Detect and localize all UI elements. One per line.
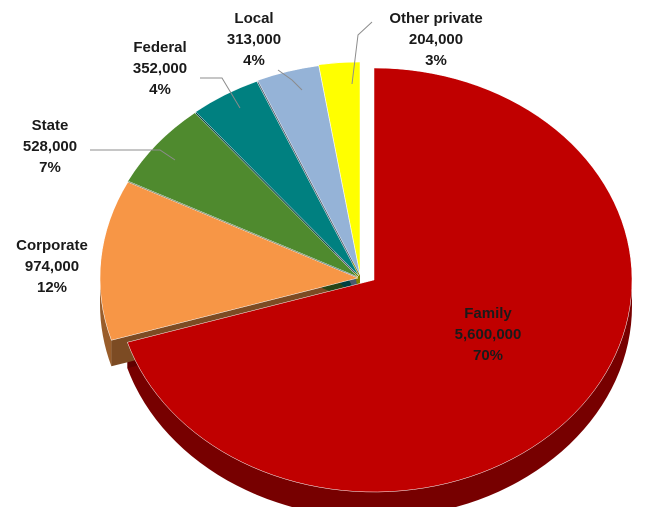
pie-slice-other-private: [318, 61, 361, 275]
pie-slice-family: [127, 67, 633, 493]
data-label-family-name: Family: [464, 305, 512, 322]
data-label-family-value: 5,600,000: [455, 326, 522, 343]
data-label-state: State 528,000 7%: [23, 117, 77, 176]
leader-lines: [90, 21, 373, 161]
data-label-state-value: 528,000: [23, 138, 77, 155]
pie-slice-federal: [195, 81, 360, 277]
pie-slice-state: [127, 112, 359, 278]
data-label-local-value: 313,000: [227, 31, 281, 48]
data-label-corporate-name: Corporate: [16, 237, 88, 254]
data-label-family: Family 5,600,000 70%: [455, 305, 522, 364]
data-label-state-percent: 7%: [39, 159, 61, 176]
data-label-family-percent: 70%: [473, 347, 503, 364]
data-label-federal-value: 352,000: [133, 60, 187, 77]
pie-slice-side-corporate: [100, 278, 112, 367]
data-label-other-private: Other private 204,000 3%: [389, 10, 482, 69]
data-label-other-private-value: 204,000: [409, 31, 463, 48]
data-label-local-name: Local: [234, 10, 273, 27]
data-label-other-private-name: Other private: [389, 10, 482, 27]
data-label-federal-name: Federal: [133, 39, 186, 56]
data-label-other-private-percent: 3%: [425, 52, 447, 69]
data-label-corporate-value: 974,000: [25, 258, 79, 275]
data-label-local: Local 313,000 4%: [227, 10, 281, 69]
leader-line-local: [277, 69, 303, 91]
pie-slice-corporate: [99, 181, 359, 341]
data-label-local-percent: 4%: [243, 52, 265, 69]
leader-line-federal: [200, 77, 241, 109]
data-label-corporate-percent: 12%: [37, 279, 67, 296]
pie-top-layer: [99, 61, 633, 493]
data-labels: Family 5,600,000 70% Corporate 974,000 12% Sta…: [16, 10, 521, 364]
data-label-corporate: Corporate 974,000 12%: [16, 237, 88, 296]
leader-line-state: [90, 149, 176, 161]
data-label-federal: Federal 352,000 4%: [133, 39, 187, 98]
data-label-federal-percent: 4%: [149, 81, 171, 98]
leader-line-other-private: [351, 21, 373, 85]
data-label-state-name: State: [32, 117, 69, 134]
